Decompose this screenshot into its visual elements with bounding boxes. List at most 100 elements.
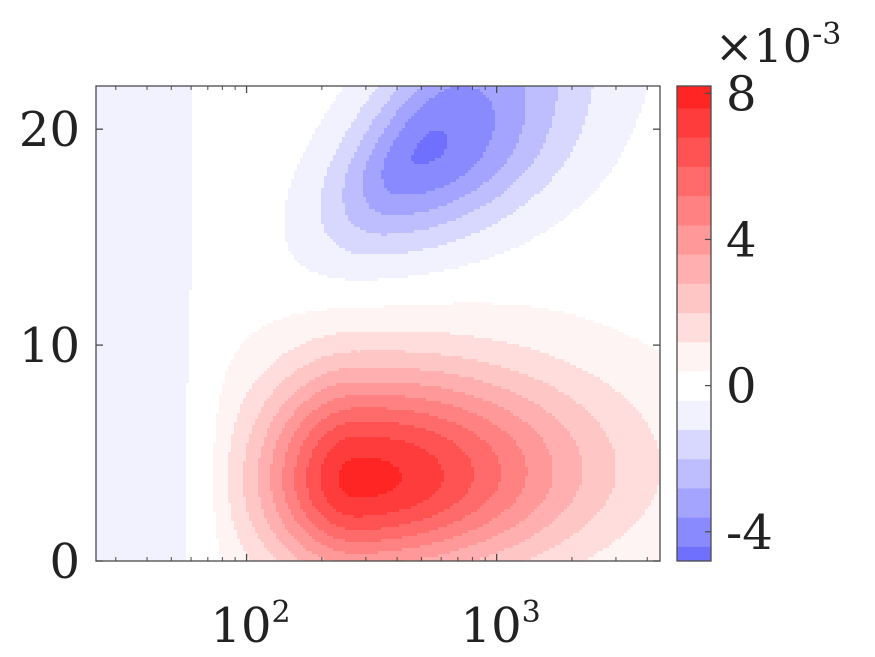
contour-cell <box>564 509 601 513</box>
contour-cell <box>213 488 229 492</box>
contour-cell <box>636 125 660 129</box>
contour-cell <box>636 122 660 126</box>
contour-cell <box>189 299 660 303</box>
contour-cell <box>465 515 499 519</box>
contour-cell <box>615 449 660 453</box>
contour-cell <box>312 521 331 525</box>
contour-cell <box>570 362 660 366</box>
contour-cell <box>381 170 469 174</box>
contour-cell <box>186 398 220 402</box>
contour-cell <box>336 242 448 246</box>
contour-cell <box>468 212 514 216</box>
contour-cell <box>369 155 388 159</box>
contour-cell <box>321 470 340 474</box>
contour-cell <box>525 464 553 468</box>
contour-cell <box>372 122 391 126</box>
contour-cell <box>618 158 660 162</box>
contour-cell <box>213 494 229 498</box>
contour-cell <box>579 137 631 141</box>
contour-cell <box>597 188 660 192</box>
contour-cell <box>471 191 505 195</box>
contour-cell <box>216 530 238 534</box>
contour-cell <box>297 539 316 543</box>
contour-cell <box>486 227 550 231</box>
contour-cell <box>192 101 334 105</box>
contour-cell <box>285 212 322 216</box>
contour-cell <box>342 188 364 192</box>
contour-cell <box>471 458 499 462</box>
contour-cell <box>465 452 496 456</box>
colorbar-bands <box>677 86 711 562</box>
contour-cell <box>294 371 328 375</box>
contour-cell <box>330 521 412 525</box>
contour-cell <box>96 464 187 468</box>
contour-cell <box>654 347 660 351</box>
contour-cell <box>186 527 217 531</box>
contour-cell <box>552 455 583 459</box>
contour-cell <box>486 203 526 207</box>
contour-cell <box>549 449 580 453</box>
contour-cell <box>345 248 424 252</box>
contour-cell <box>408 251 505 255</box>
contour-cell <box>327 386 442 390</box>
contour-cell <box>399 134 427 138</box>
contour-cell <box>558 89 592 93</box>
contour-cell <box>246 443 265 447</box>
contour-cell <box>306 149 337 153</box>
contour-cell <box>192 269 310 273</box>
contour-cell <box>96 452 187 456</box>
contour-cell <box>540 350 660 354</box>
contour-cell <box>528 470 553 474</box>
contour-cell <box>321 356 463 360</box>
contour-cell <box>279 383 307 387</box>
contour-cell <box>492 224 556 228</box>
contour-cell <box>414 152 445 156</box>
contour-cell <box>282 521 298 525</box>
contour-cell <box>96 434 187 438</box>
contour-cell <box>444 470 475 474</box>
contour-cell <box>96 359 190 363</box>
contour-cell <box>519 137 547 141</box>
contour-cell <box>492 422 529 426</box>
contour-cell <box>303 509 319 513</box>
contour-cell <box>270 422 286 426</box>
contour-cell <box>309 464 322 468</box>
contour-cell <box>216 440 232 444</box>
contour-cell <box>360 110 382 114</box>
contour-cell <box>297 464 310 468</box>
contour-cell <box>312 395 346 399</box>
contour-cell <box>576 140 628 144</box>
contour-cell <box>366 131 385 135</box>
contour-cell <box>513 182 550 186</box>
contour-cell <box>246 551 271 555</box>
contour-cell <box>231 509 247 513</box>
contour-cell <box>444 539 487 543</box>
contour-cell <box>399 509 445 513</box>
contour-cell <box>96 326 190 330</box>
contour-cell <box>312 551 346 555</box>
contour-cell <box>636 521 660 525</box>
contour-cell <box>330 104 364 108</box>
contour-cell <box>309 491 325 495</box>
contour-cell <box>462 407 505 411</box>
contour-cell <box>192 143 310 147</box>
contour-cell <box>591 89 649 93</box>
contour-cell <box>246 338 313 342</box>
contour-cell <box>318 422 346 426</box>
contour-cell <box>96 368 190 372</box>
contour-cell <box>327 275 409 279</box>
contour-cell <box>273 362 310 366</box>
contour-cell <box>276 557 298 561</box>
contour-cell <box>654 494 660 498</box>
contour-cell <box>96 161 193 165</box>
contour-cell <box>264 509 277 513</box>
contour-cell <box>315 359 478 363</box>
contour-cell <box>519 371 589 375</box>
contour-cell <box>519 542 562 546</box>
contour-cell <box>381 173 466 177</box>
contour-cell <box>561 542 613 546</box>
contour-cell <box>96 515 187 519</box>
contour-cell <box>495 116 526 120</box>
contour-cell <box>258 479 271 483</box>
contour-cell <box>588 371 660 375</box>
